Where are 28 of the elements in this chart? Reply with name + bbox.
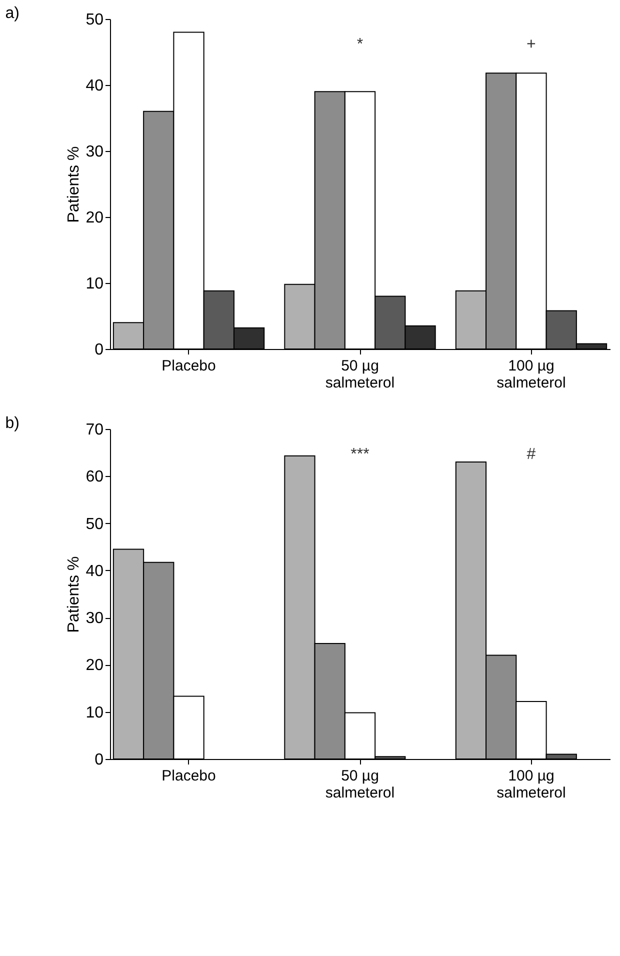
x-tick-label: 100 µg salmeterol <box>496 768 566 802</box>
y-tick-label: 60 <box>86 468 104 486</box>
annotation: # <box>526 446 536 463</box>
y-tick-label: 0 <box>94 752 104 768</box>
y-tick-label: 10 <box>86 276 104 292</box>
y-axis-title: Patients % <box>66 146 83 223</box>
y-tick-label: 20 <box>86 657 104 674</box>
y-tick-label: 0 <box>94 342 104 358</box>
chart-title: b) <box>5 415 20 432</box>
y-tick-label: 30 <box>86 144 104 160</box>
y-tick-label: 70 <box>86 422 104 438</box>
y-tick-label: 20 <box>86 210 104 226</box>
y-tick-label: 10 <box>86 704 104 722</box>
annotation: + <box>526 36 536 53</box>
y-tick-label: 30 <box>86 610 104 628</box>
y-tick-label: 40 <box>86 78 104 94</box>
x-tick-label: 50 µg salmeterol <box>325 358 395 392</box>
x-tick-label: Placebo <box>162 358 216 374</box>
y-tick-label: 50 <box>86 516 104 533</box>
x-tick-label: 100 µg salmeterol <box>496 358 566 392</box>
y-tick-label: 50 <box>86 12 104 28</box>
x-tick-label: Placebo <box>162 768 216 784</box>
y-axis-title: Patients % <box>66 556 83 633</box>
chart-title: a) <box>5 5 20 22</box>
annotation: * <box>356 36 364 53</box>
annotation: *** <box>350 446 370 463</box>
y-tick-label: 40 <box>86 562 104 580</box>
x-tick-label: 50 µg salmeterol <box>325 768 395 802</box>
